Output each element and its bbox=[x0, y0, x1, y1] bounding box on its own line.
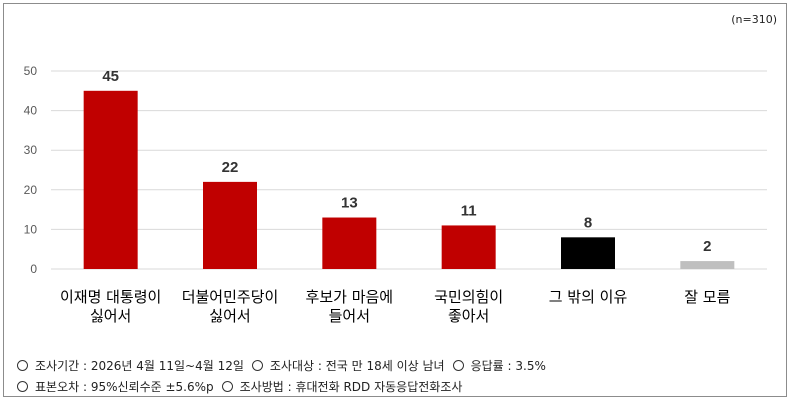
bar bbox=[680, 261, 735, 269]
chart-frame: 0 10 20 30 40 50 45 이재명 대통령이 싫어서 22 더불어민주당이 싫어서 13 후보… bbox=[3, 3, 787, 397]
bullet-circle-icon bbox=[251, 360, 263, 371]
survey-method: 조사방법 : 휴대전화 RDD 자동응답전화조사 bbox=[239, 380, 463, 394]
x-tick-label: 그 밖의 이유 bbox=[549, 288, 628, 306]
y-tick-label: 20 bbox=[24, 183, 38, 197]
y-tick-label: 40 bbox=[24, 104, 38, 118]
bar bbox=[83, 90, 138, 269]
data-label: 8 bbox=[584, 214, 592, 231]
response-rate: 응답률 : 3.5% bbox=[470, 359, 546, 373]
footer-line-1: 조사기간 : 2026년 4월 11일~4월 12일 조사대상 : 전국 만 18… bbox=[17, 357, 546, 374]
x-tick-label: 국민의힘이 bbox=[434, 288, 503, 306]
survey-period: 조사기간 : 2026년 4월 11일~4월 12일 bbox=[35, 359, 244, 373]
x-tick-label: 이재명 대통령이 bbox=[60, 288, 161, 306]
x-tick-label: 싫어서 bbox=[90, 307, 131, 325]
data-label: 11 bbox=[461, 202, 477, 219]
sampling-error: 표본오차 : 95%신뢰수준 ±5.6%p bbox=[35, 380, 214, 394]
x-tick-label: 싫어서 bbox=[209, 307, 250, 325]
data-label: 2 bbox=[703, 238, 711, 255]
footer-line-2: 표본오차 : 95%신뢰수준 ±5.6%p 조사방법 : 휴대전화 RDD 자동응… bbox=[17, 378, 462, 395]
bar bbox=[441, 225, 496, 269]
bar bbox=[203, 181, 257, 269]
survey-target: 조사대상 : 전국 만 18세 이상 남녀 bbox=[269, 359, 445, 373]
y-tick-label: 10 bbox=[24, 222, 38, 236]
x-tick-label: 들어서 bbox=[329, 307, 370, 325]
x-tick-label: 잘 모름 bbox=[684, 288, 730, 306]
data-label: 13 bbox=[341, 195, 358, 212]
bar bbox=[322, 217, 377, 269]
bullet-circle-icon bbox=[17, 381, 28, 392]
bar bbox=[561, 237, 615, 269]
data-label: 45 bbox=[102, 68, 119, 85]
bullet-circle-icon bbox=[452, 360, 464, 371]
bullet-circle-icon bbox=[221, 381, 233, 392]
x-tick-label: 좋아서 bbox=[448, 307, 489, 325]
data-label: 22 bbox=[222, 159, 239, 176]
x-tick-label: 후보가 마음에 bbox=[306, 288, 394, 306]
sample-size-note: (n=310) bbox=[731, 13, 777, 26]
bullet-circle-icon bbox=[17, 360, 28, 371]
y-tick-label: 0 bbox=[30, 262, 37, 276]
x-tick-label: 더불어민주당이 bbox=[182, 288, 279, 306]
y-tick-label: 30 bbox=[24, 143, 38, 157]
y-tick-label: 50 bbox=[24, 64, 38, 78]
